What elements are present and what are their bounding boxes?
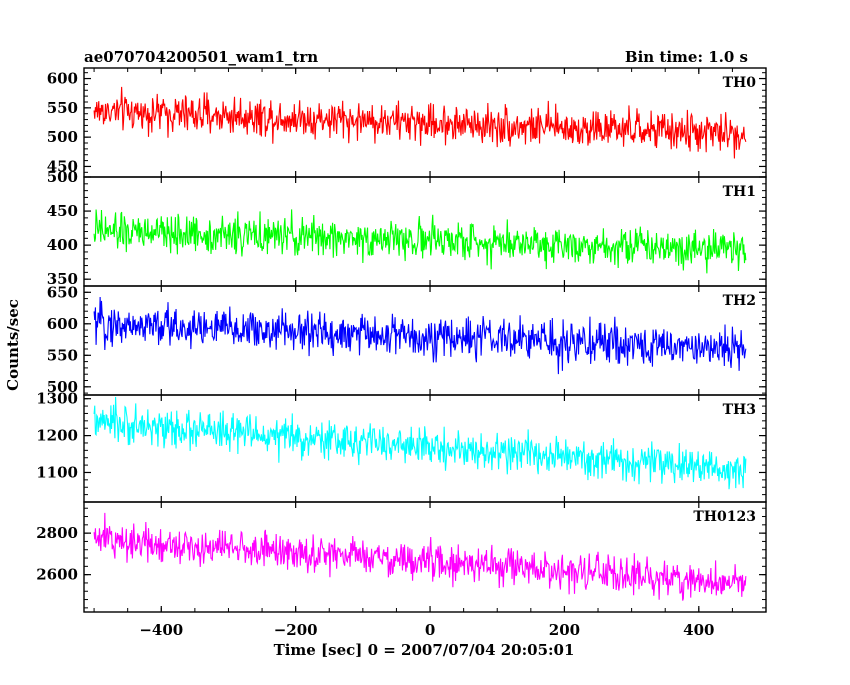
panel-label-th2: TH2 <box>723 293 756 309</box>
x-tick-label: 0 <box>425 621 435 639</box>
x-axis-title: Time [sec] 0 = 2007/07/04 20:05:01 <box>274 641 575 659</box>
x-axis: −400 −200 0 200 400 <box>93 68 733 639</box>
panel-label-th1: TH1 <box>723 184 756 200</box>
y-tick-label: 1300 <box>36 390 78 408</box>
y-tick-label: 650 <box>47 283 78 301</box>
series-line-th0 <box>93 86 747 159</box>
y-tick-label: 400 <box>47 236 78 254</box>
y-tick-label: 500 <box>47 378 78 396</box>
bin-time-label: Bin time: 1.0 s <box>625 48 748 66</box>
panel-frame <box>83 501 767 613</box>
x-tick-label: 400 <box>683 621 714 639</box>
y-tick-label: 550 <box>47 346 78 364</box>
y-tick-label: 1100 <box>36 463 78 481</box>
series-line-th2 <box>93 296 747 375</box>
series-line-th0123 <box>93 512 747 601</box>
x-tick-label: 200 <box>549 621 580 639</box>
x-tick-label: −400 <box>139 621 183 639</box>
y-tick-label: 450 <box>47 202 78 220</box>
panel-th3: 1100 1200 1300 TH3 <box>36 390 767 503</box>
panel-th1: 350 400 450 500 TH1 <box>47 168 767 288</box>
x-tick-label: −200 <box>274 621 318 639</box>
y-tick-label: 550 <box>47 99 78 117</box>
panel-th2: 500 550 600 650 TH2 <box>47 283 767 396</box>
y-tick-label: 500 <box>47 128 78 146</box>
y-tick-label: 600 <box>47 315 78 333</box>
y-axis-title: Counts/sec <box>4 299 22 391</box>
panel-label-th0: TH0 <box>723 75 757 91</box>
y-tick-label: 2800 <box>36 524 78 542</box>
panel-th0123: 2600 2800 TH0123 <box>36 501 767 613</box>
y-tick-label: 600 <box>47 70 78 88</box>
y-tick-label: 2600 <box>36 566 78 584</box>
y-tick-label: 450 <box>47 157 78 175</box>
series-line-th3 <box>93 396 747 490</box>
panel-frame <box>83 394 767 503</box>
panel-th0: 450 500 550 600 TH0 <box>47 67 767 178</box>
chart-title: ae070704200501_wam1_trn <box>84 48 318 66</box>
panel-label-th0123: TH0123 <box>693 509 756 525</box>
y-tick-label: 500 <box>47 168 78 186</box>
series-line-th1 <box>93 209 747 274</box>
panel-label-th3: TH3 <box>723 402 756 418</box>
y-tick-label: 1200 <box>36 427 78 445</box>
y-tick-label: 350 <box>47 270 78 288</box>
